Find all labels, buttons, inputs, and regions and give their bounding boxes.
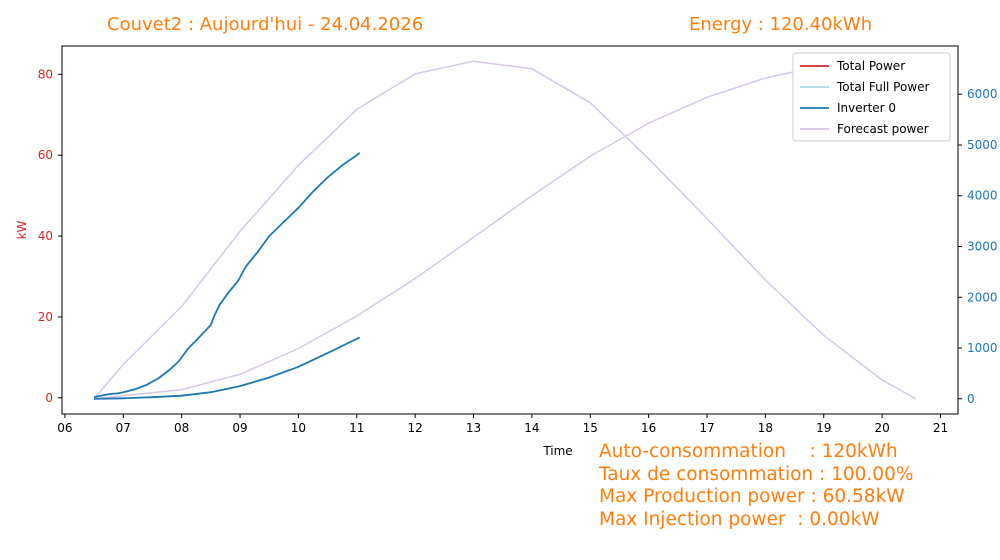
stat-max-injection: Max Injection power : 0.00kW bbox=[599, 509, 880, 530]
y-tick-label-20: 20 bbox=[38, 310, 53, 324]
y-tick-label-0: 0 bbox=[45, 391, 53, 405]
x-tick-label-12: 12 bbox=[408, 421, 423, 435]
x-axis-label: Time bbox=[542, 444, 572, 458]
y2-tick-label-6000: 6000 bbox=[967, 87, 998, 101]
plot-frame bbox=[61, 45, 959, 415]
x-tick-label-09: 09 bbox=[232, 421, 247, 435]
y2-tick-label-4000: 4000 bbox=[967, 189, 998, 203]
series-line-inverter-0-1 bbox=[94, 336, 361, 400]
y2-tick-label-3000: 3000 bbox=[967, 239, 998, 253]
x-tick-label-14: 14 bbox=[524, 421, 539, 435]
y-tick-label-60: 60 bbox=[38, 148, 53, 162]
y2-tick-label-5000: 5000 bbox=[967, 138, 998, 152]
x-tick-label-18: 18 bbox=[758, 421, 773, 435]
series-line-forecast-power-2 bbox=[93, 60, 917, 400]
x-tick-label-21: 21 bbox=[933, 421, 948, 435]
x-tick-label-11: 11 bbox=[349, 421, 364, 435]
x-tick-label-13: 13 bbox=[466, 421, 481, 435]
y-axis-label: kW bbox=[15, 220, 29, 239]
x-tick-label-15: 15 bbox=[583, 421, 598, 435]
x-tick-label-20: 20 bbox=[874, 421, 889, 435]
y2-tick-label-2000: 2000 bbox=[967, 290, 998, 304]
x-tick-label-19: 19 bbox=[816, 421, 831, 435]
legend-label-inverter-0: Inverter 0 bbox=[837, 101, 896, 115]
x-tick-label-06: 06 bbox=[57, 421, 72, 435]
y2-tick-label-0: 0 bbox=[967, 392, 975, 406]
stat-taux-consommation: Taux de consommation : 100.00% bbox=[599, 464, 914, 485]
legend-box bbox=[792, 52, 951, 142]
y-tick-label-40: 40 bbox=[38, 229, 53, 243]
stat-max-production: Max Production power : 60.58kW bbox=[599, 486, 905, 507]
series-line-forecast-power-3 bbox=[94, 60, 859, 400]
y2-tick-label-1000: 1000 bbox=[967, 341, 998, 355]
x-tick-label-17: 17 bbox=[699, 421, 714, 435]
x-tick-label-10: 10 bbox=[291, 421, 306, 435]
legend-label-forecast-power: Forecast power bbox=[837, 122, 929, 136]
x-tick-label-16: 16 bbox=[641, 421, 656, 435]
energy-total: Energy : 120.40kWh bbox=[689, 14, 873, 35]
series-line-inverter-0-0 bbox=[93, 152, 361, 398]
chart-title: Couvet2 : Aujourd'hui - 24.04.2026 bbox=[107, 14, 424, 35]
y-tick-label-80: 80 bbox=[38, 67, 53, 81]
stat-auto-consommation: Auto-consommation : 120kWh bbox=[599, 441, 898, 462]
x-tick-label-07: 07 bbox=[116, 421, 131, 435]
x-tick-label-08: 08 bbox=[174, 421, 189, 435]
legend-label-total-power: Total Power bbox=[836, 59, 905, 73]
legend-label-total-full-power: Total Full Power bbox=[836, 80, 930, 94]
